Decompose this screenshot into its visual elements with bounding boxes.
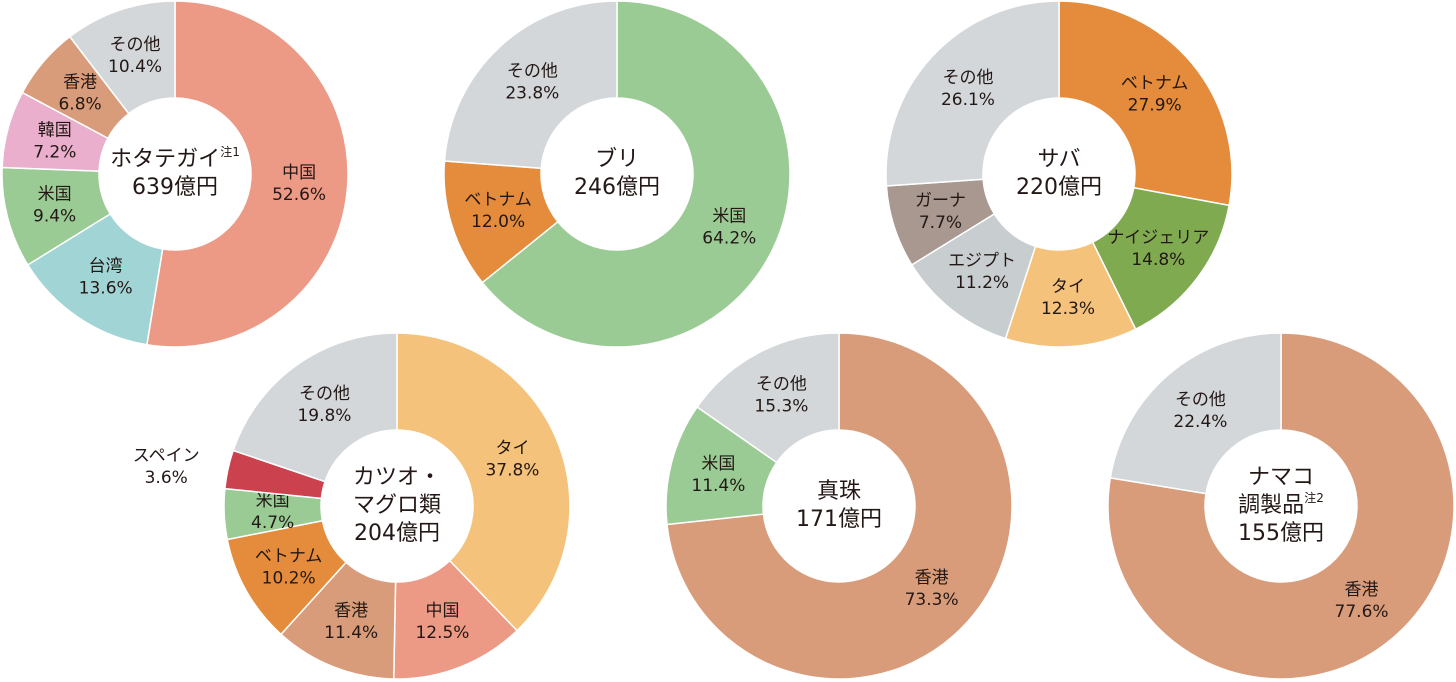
slice-label: その他 (942, 68, 993, 88)
center-title-text: カツオ・ (353, 465, 441, 490)
value-label: 10.2% (262, 568, 316, 588)
value-label: 77.6% (1335, 602, 1389, 622)
value-label: 13.6% (79, 278, 133, 298)
value-label: 73.3% (905, 590, 959, 610)
center-total: 204億円 (354, 521, 440, 546)
slice-label: タイ (1051, 277, 1085, 297)
center-total: 155億円 (1238, 521, 1324, 546)
center-total: 639億円 (132, 175, 218, 200)
value-label: 11.4% (324, 623, 378, 643)
footnote-mark: 注2 (1304, 490, 1324, 505)
slice-label: その他 (299, 384, 350, 404)
footnote-mark: 注1 (220, 144, 240, 159)
value-label: 4.7% (251, 513, 294, 533)
center-title: ナマコ (1248, 465, 1314, 490)
value-label: 10.4% (108, 57, 162, 77)
donut-hole (763, 430, 915, 582)
value-label: 12.0% (471, 212, 525, 232)
slice-label: 香港 (915, 568, 949, 588)
center-title-text: マグロ類 (353, 493, 441, 518)
value-label: 52.6% (272, 185, 326, 205)
slice-label: 中国 (425, 601, 459, 621)
center-total: 246億円 (574, 175, 660, 200)
value-label: 7.2% (33, 143, 76, 163)
center-title: ホタテガイ注1 (110, 144, 240, 173)
slice-label: 米国 (712, 207, 746, 227)
center-title: ブリ (595, 147, 639, 172)
slice-label: 韓国 (38, 121, 72, 141)
slice-label: ベトナム (1121, 73, 1189, 93)
value-label: 19.8% (297, 406, 351, 426)
donut-hole (321, 430, 473, 582)
value-label: 23.8% (505, 84, 559, 104)
value-label: 12.3% (1041, 299, 1095, 319)
center-title-text: サバ (1037, 147, 1080, 172)
slice-label: ガーナ (915, 191, 966, 211)
center-title-text: ブリ (595, 147, 639, 172)
value-label: 11.2% (955, 273, 1009, 293)
slice-label: 香港 (63, 72, 97, 92)
center-title: 調製品注2 (1238, 490, 1324, 519)
value-label: 3.6% (145, 468, 188, 488)
center-title-text: ホタテガイ (110, 147, 220, 172)
slice-label: ナイジェリア (1107, 228, 1209, 248)
slice-label: その他 (110, 35, 161, 55)
donut-hole (99, 98, 251, 250)
value-label: 15.3% (754, 397, 808, 417)
value-label: 7.7% (919, 213, 962, 233)
slice-label: 中国 (282, 163, 316, 183)
slice-label: 米国 (701, 454, 735, 474)
slice-label: 香港 (1345, 580, 1379, 600)
center-total: 220億円 (1016, 175, 1102, 200)
slice-label: ベトナム (464, 190, 532, 210)
slice-label: 台湾 (89, 256, 123, 276)
value-label: 27.9% (1128, 95, 1182, 115)
center-title: カツオ・ (353, 465, 441, 490)
value-label: 37.8% (485, 460, 539, 480)
slice-label: スペイン (133, 446, 200, 466)
slice-label: タイ (495, 438, 529, 458)
slice-label: ベトナム (255, 546, 323, 566)
donut-hole (1205, 430, 1357, 582)
slice-label: 米国 (256, 491, 290, 511)
center-title-text: ナマコ (1248, 465, 1314, 490)
value-label: 14.8% (1131, 250, 1185, 270)
center-total: 171億円 (796, 507, 882, 532)
value-label: 64.2% (702, 229, 756, 249)
value-label: 22.4% (1173, 412, 1227, 432)
slice-label: エジプト (948, 251, 1016, 271)
center-title: サバ (1037, 147, 1080, 172)
slice-label: その他 (507, 62, 558, 82)
center-title: 真珠 (817, 479, 861, 504)
value-label: 12.5% (415, 623, 469, 643)
value-label: 9.4% (33, 207, 76, 227)
slice-label: その他 (1175, 390, 1226, 410)
donut-hole (541, 98, 693, 250)
center-title-text: 真珠 (817, 479, 861, 504)
donut-hole (983, 98, 1135, 250)
center-title-text: 調製品 (1238, 493, 1304, 518)
value-label: 26.1% (941, 90, 995, 110)
center-title: マグロ類 (353, 493, 441, 518)
slice-label: その他 (756, 375, 807, 395)
slice-label: 香港 (334, 601, 368, 621)
value-label: 6.8% (58, 94, 101, 114)
slice-label: 米国 (38, 185, 72, 205)
value-label: 11.4% (691, 476, 745, 496)
